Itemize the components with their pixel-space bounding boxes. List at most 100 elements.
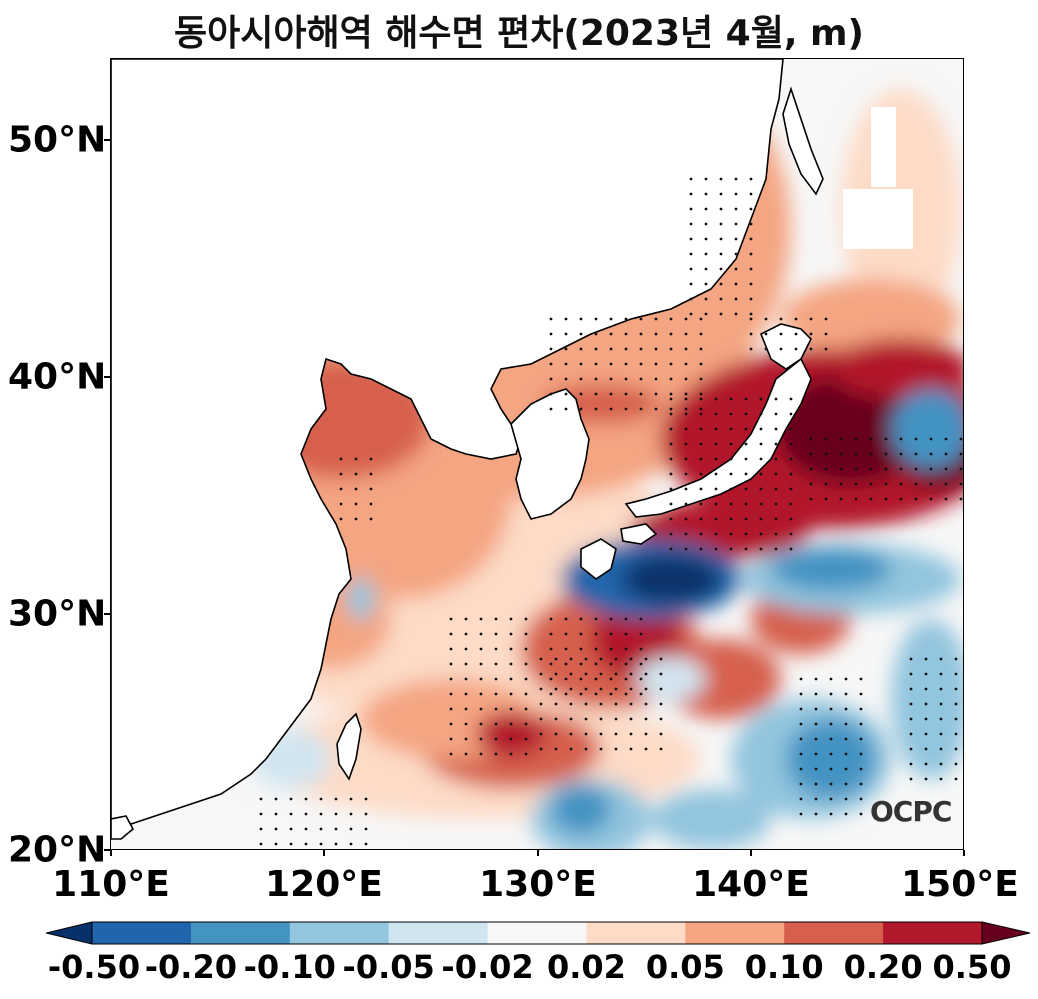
stipple-dot — [339, 457, 343, 461]
stipple-dot — [569, 732, 573, 736]
stipple-dot — [549, 362, 553, 366]
stipple-dot — [639, 377, 643, 381]
stipple-dot — [774, 487, 778, 491]
stipple-dot — [824, 437, 828, 441]
stipple-dot — [909, 747, 913, 751]
stipple-dot — [524, 752, 528, 756]
stipple-dot — [614, 657, 618, 661]
stipple-dot — [584, 657, 588, 661]
stipple-dot — [699, 472, 703, 476]
stipple-dot — [579, 617, 583, 621]
stipple-dot — [579, 392, 583, 396]
stipple-dot — [954, 747, 958, 751]
stipple-dot — [839, 467, 843, 471]
stipple-dot — [809, 347, 813, 351]
stipple-dot — [959, 452, 963, 456]
stipple-dot — [289, 827, 293, 831]
stipple-dot — [684, 487, 688, 491]
stipple-dot — [259, 797, 263, 801]
stipple-dot — [734, 192, 738, 196]
stipple-dot — [744, 472, 748, 476]
stipple-dot — [924, 657, 928, 661]
stipple-dot — [899, 452, 903, 456]
stipple-dot — [714, 532, 718, 536]
stipple-dot — [704, 252, 708, 256]
stipple-dot — [684, 377, 688, 381]
stipple-dot — [829, 722, 833, 726]
colorbar-segment — [685, 922, 785, 944]
stipple-dot — [614, 717, 618, 721]
stipple-dot — [809, 332, 813, 336]
stipple-dot — [749, 237, 753, 241]
stipple-dot — [659, 687, 663, 691]
stipple-dot — [524, 692, 528, 696]
stipple-dot — [639, 692, 643, 696]
x-tick — [750, 850, 752, 856]
stipple-dot — [609, 647, 613, 651]
stipple-dot — [669, 332, 673, 336]
stipple-dot — [629, 687, 633, 691]
stipple-dot — [854, 497, 858, 501]
stipple-dot — [829, 782, 833, 786]
stipple-dot — [789, 427, 793, 431]
stipple-dot — [599, 747, 603, 751]
stipple-dot — [884, 467, 888, 471]
stipple-dot — [509, 737, 513, 741]
stipple-dot — [684, 397, 688, 401]
stipple-dot — [624, 617, 628, 621]
stipple-dot — [609, 347, 613, 351]
stipple-dot — [539, 687, 543, 691]
stipple-dot — [719, 252, 723, 256]
stipple-dot — [719, 237, 723, 241]
stipple-dot — [319, 827, 323, 831]
stipple-dot — [669, 442, 673, 446]
stipple-dot — [729, 472, 733, 476]
stipple-dot — [829, 752, 833, 756]
stipple-dot — [624, 332, 628, 336]
stipple-dot — [644, 732, 648, 736]
stipple-dot — [844, 797, 848, 801]
stipple-dot — [774, 502, 778, 506]
stipple-dot — [859, 782, 863, 786]
stipple-dot — [669, 317, 673, 321]
stipple-dot — [564, 617, 568, 621]
stipple-dot — [369, 472, 373, 476]
stipple-dot — [369, 487, 373, 491]
stipple-dot — [844, 767, 848, 771]
stipple-dot — [614, 732, 618, 736]
stipple-dot — [704, 177, 708, 181]
stipple-dot — [364, 812, 368, 816]
stipple-dot — [639, 677, 643, 681]
stipple-dot — [494, 647, 498, 651]
stipple-dot — [829, 797, 833, 801]
stipple-dot — [654, 317, 658, 321]
stipple-dot — [844, 752, 848, 756]
stipple-dot — [584, 747, 588, 751]
stipple-dot — [354, 487, 358, 491]
stipple-dot — [594, 362, 598, 366]
stipple-dot — [749, 207, 753, 211]
stipple-dot — [684, 532, 688, 536]
stipple-dot — [524, 722, 528, 726]
stipple-dot — [614, 747, 618, 751]
stipple-dot — [549, 347, 553, 351]
stipple-dot — [584, 702, 588, 706]
stipple-dot — [714, 397, 718, 401]
stipple-dot — [809, 482, 813, 486]
stipple-dot — [744, 427, 748, 431]
stipple-dot — [814, 677, 818, 681]
stipple-dot — [539, 747, 543, 751]
stipple-dot — [774, 517, 778, 521]
stipple-dot — [954, 702, 958, 706]
stipple-dot — [854, 437, 858, 441]
stipple-dot — [764, 317, 768, 321]
stipple-dot — [599, 732, 603, 736]
stipple-dot — [824, 497, 828, 501]
stipple-dot — [869, 452, 873, 456]
stipple-dot — [859, 692, 863, 696]
x-tick — [537, 850, 539, 856]
stipple-dot — [939, 747, 943, 751]
stipple-dot — [684, 472, 688, 476]
stipple-dot — [449, 692, 453, 696]
stipple-dot — [334, 827, 338, 831]
